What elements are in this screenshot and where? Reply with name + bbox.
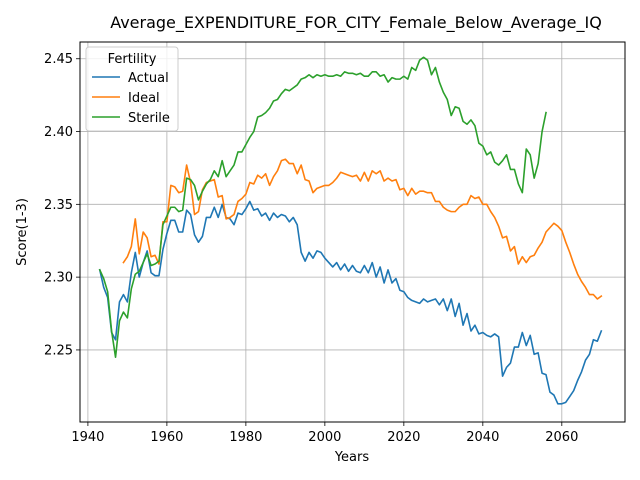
legend-label-ideal: Ideal xyxy=(128,91,160,106)
x-tick-label: 2040 xyxy=(466,430,499,445)
y-tick-label: 2.30 xyxy=(44,271,73,286)
legend-title: Fertility xyxy=(108,52,157,67)
y-axis-ticks: 2.25 2.30 2.35 2.40 2.45 xyxy=(44,52,80,358)
series-line-sterile xyxy=(98,56,547,359)
chart-title: Average_EXPENDITURE_FOR_CITY_Female_Belo… xyxy=(110,13,602,33)
x-tick-label: 2060 xyxy=(545,430,578,445)
x-tick-label: 2000 xyxy=(308,430,341,445)
legend-entries: Actual Ideal Sterile xyxy=(92,71,170,126)
y-tick-label: 2.45 xyxy=(44,52,73,67)
plot-frame xyxy=(79,41,626,423)
y-axis-label: Score(1-3) xyxy=(15,198,30,266)
y-tick-label: 2.25 xyxy=(44,343,73,358)
y-tick-label: 2.35 xyxy=(44,198,73,213)
series-lines xyxy=(98,56,603,405)
y-tick-label: 2.40 xyxy=(44,125,73,140)
legend-label-actual: Actual xyxy=(128,71,169,86)
legend-label-sterile: Sterile xyxy=(128,111,170,126)
x-tick-label: 2020 xyxy=(387,430,420,445)
x-tick-label: 1980 xyxy=(229,430,262,445)
series-line-actual xyxy=(98,200,603,405)
x-axis-ticks: 1940 1960 1980 2000 2020 2040 2060 xyxy=(71,422,578,445)
x-tick-label: 1960 xyxy=(150,430,183,445)
legend-box xyxy=(85,46,179,132)
legend: Fertility Actual Ideal Sterile xyxy=(85,46,179,132)
x-tick-label: 1940 xyxy=(71,430,104,445)
x-axis-label: Years xyxy=(334,450,370,465)
